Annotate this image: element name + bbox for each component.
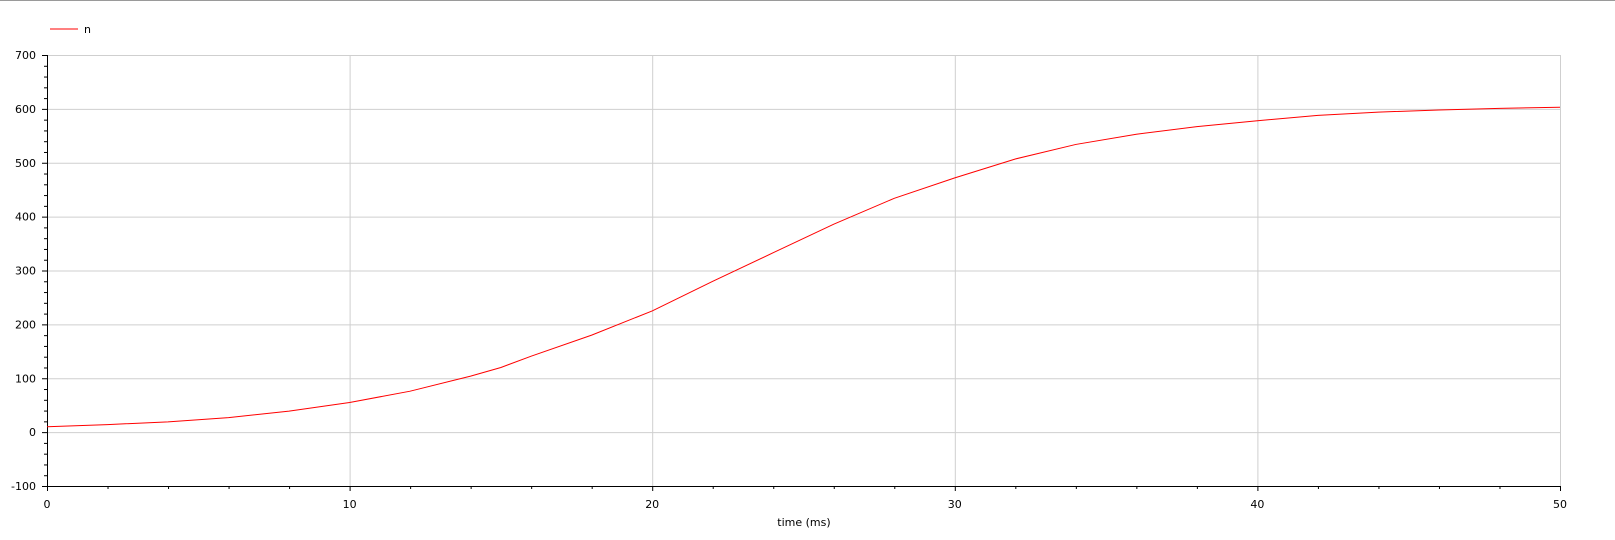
y-tick-label: 700 [15,49,36,62]
x-tick-label: 20 [645,498,659,511]
legend: n [50,23,91,36]
x-tick-label: 40 [1250,498,1264,511]
top-divider [0,0,1615,1]
x-tick-label: 10 [343,498,357,511]
legend-label-n: n [84,23,91,36]
y-tick-label: -100 [11,480,36,493]
series-layer [46,106,1561,428]
x-axis-label: time (ms) [777,516,830,529]
y-tick-label: 400 [15,211,36,224]
y-tick-label: 600 [15,103,36,116]
axis-layer: -100 0 100 200 300 400 500 600 700 0 10 20 30 40 50 [11,49,1567,511]
y-tick-label: 0 [29,426,36,439]
y-tick-label: 200 [15,318,36,331]
y-tick-label: 300 [15,265,36,278]
grid-layer [47,55,1561,487]
series-line-n [46,106,1561,428]
x-tick-label: 50 [1553,498,1567,511]
x-tick-label: 30 [948,498,962,511]
y-tick-label: 500 [15,157,36,170]
y-tick-label: 100 [15,372,36,385]
x-tick-label: 0 [44,498,51,511]
